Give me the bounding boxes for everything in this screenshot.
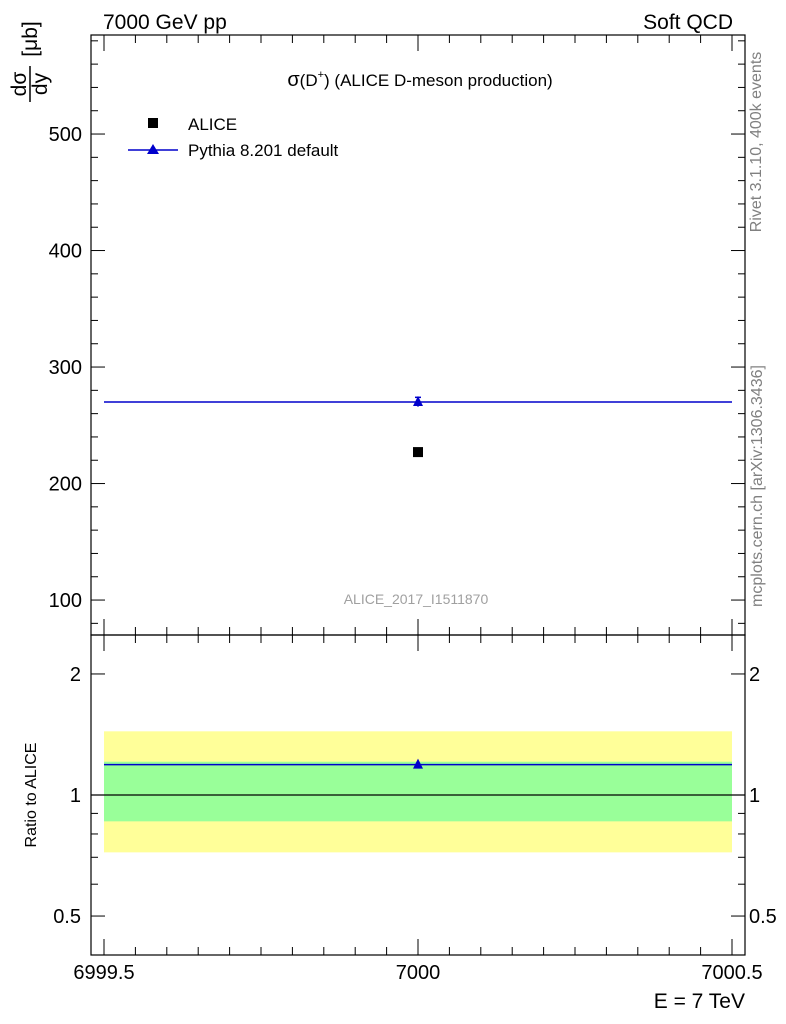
ratio-panel: 0.5 0.5 1 1 2 2: [53, 634, 777, 956]
alice-marker: [413, 447, 423, 458]
x-tick-labels: 6999.5 7000 7000.5: [73, 962, 762, 984]
main-ytick-label: 200: [49, 474, 82, 496]
ratio-ylabel: Ratio to ALICE: [23, 743, 40, 848]
ylabel-unit: [μb]: [19, 21, 42, 56]
header-left: 7000 GeV pp: [103, 11, 227, 34]
title-sigma: σ: [287, 69, 300, 91]
main-ytick-label: 100: [49, 590, 82, 612]
legend-label-alice: ALICE: [188, 115, 237, 134]
ylabel-den: dy: [29, 72, 52, 95]
legend-label-pythia: Pythia 8.201 default: [188, 141, 339, 160]
main-ytick-label: 500: [49, 124, 82, 146]
ylabel-num: dσ: [8, 72, 31, 97]
x-tick-label: 6999.5: [73, 962, 134, 984]
legend-marker-alice: [148, 118, 158, 128]
title-open: (D: [300, 71, 318, 90]
legend-marker-pythia: [147, 144, 159, 154]
ratio-ytick-label-right: 2: [749, 664, 760, 686]
x-axis-label: E = 7 TeV: [654, 990, 745, 1013]
analysis-watermark: ALICE_2017_I1511870: [344, 591, 489, 607]
ratio-ytick-label-left: 0.5: [53, 906, 81, 928]
ratio-ytick-label-right: 0.5: [749, 906, 777, 928]
pythia-marker: [413, 395, 423, 406]
main-ytick-label: 400: [49, 241, 82, 263]
ratio-pythia-marker: [413, 758, 423, 769]
ratio-ytick-label-left: 1: [70, 785, 81, 807]
title-sup: +: [318, 69, 324, 81]
header-right: Soft QCD: [643, 11, 733, 34]
ratio-ytick-label-left: 2: [70, 664, 81, 686]
ratio-ytick-label-right: 1: [749, 785, 760, 807]
rivet-label: Rivet 3.1.10, 400k events: [748, 52, 765, 233]
main-title: σ(D+) (ALICE D-meson production): [287, 69, 552, 91]
legend: ALICE Pythia 8.201 default: [128, 115, 339, 160]
main-ylabel: dσ dy [μb]: [8, 21, 52, 102]
ratio-band-green: [104, 761, 732, 822]
main-ytick-label: 300: [49, 357, 82, 379]
x-tick-label: 7000: [396, 962, 441, 984]
title-tail: ) (ALICE D-meson production): [324, 71, 553, 90]
mcplots-label: mcplots.cern.ch [arXiv:1306.3436]: [749, 365, 766, 607]
x-tick-label: 7000.5: [701, 962, 762, 984]
